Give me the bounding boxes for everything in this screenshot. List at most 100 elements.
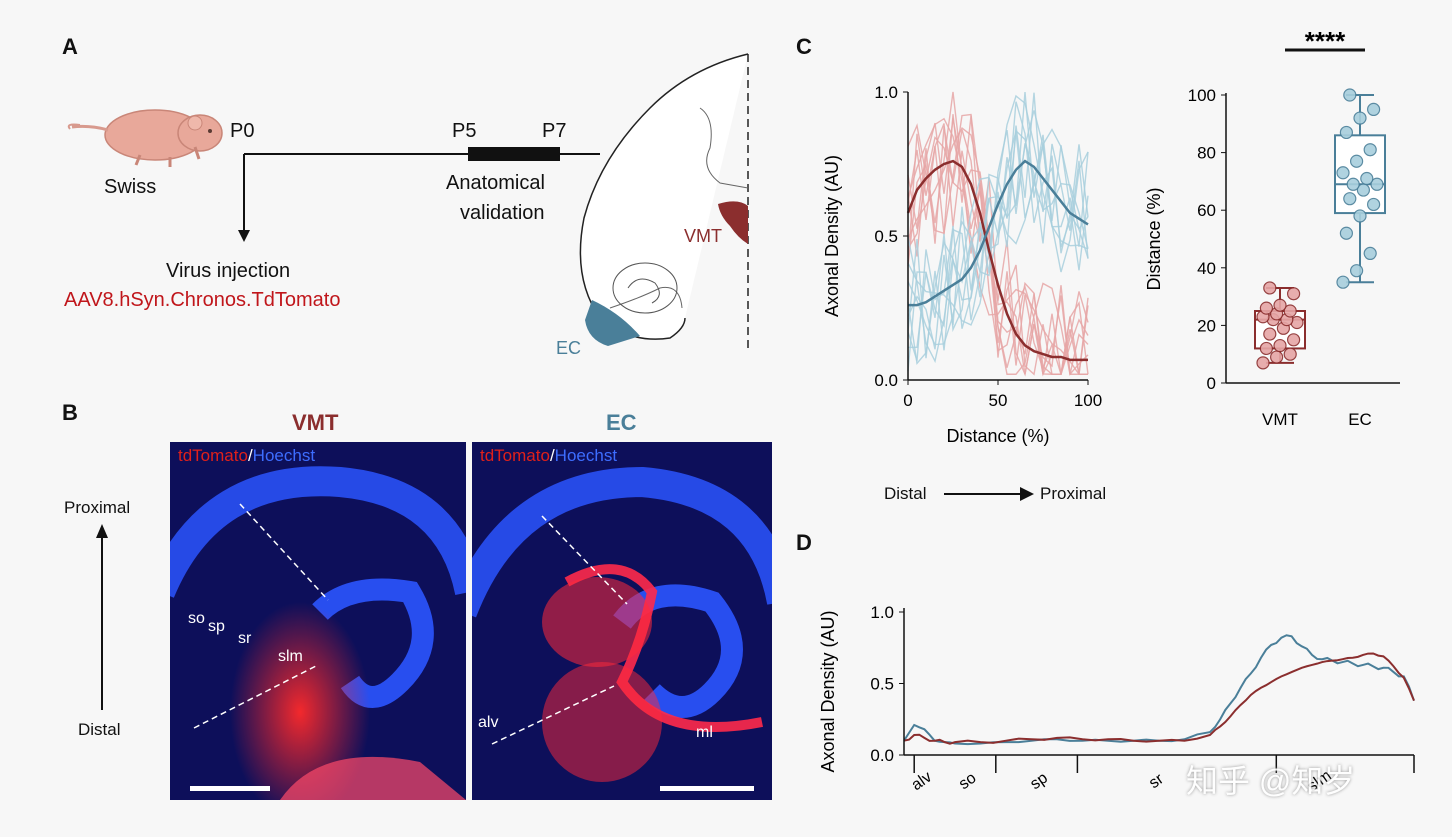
profile-line-0 [903,634,1415,746]
ec-stain-label: tdTomato/Hoechst [480,446,618,465]
data-point [1367,102,1381,117]
data-point [1343,192,1357,206]
data-point [1350,154,1364,168]
data-point [1256,356,1270,370]
data-point [1273,298,1287,312]
y-axis-title: Axonal Density (AU) [818,610,838,772]
panel-letter-b: B [62,400,78,425]
data-point [1259,341,1273,356]
ec-micrograph: tdTomato/Hoechst alv ml [472,442,772,800]
data-point [1283,304,1297,318]
watermark: 知乎 @知岁 [1186,763,1356,799]
sr-label: sr [238,630,252,647]
data-point [1259,301,1273,315]
trace-line-1-6 [907,129,1089,364]
brain-section-diagram [579,53,749,348]
data-point [1339,125,1353,140]
distance-box-plot: VMT EC 0 20 40 60 80 100 Distance (%) **** [1144,26,1400,429]
panel-letter-d: D [796,530,812,555]
trace-line-0-5 [907,126,1088,375]
data-point [1336,275,1350,289]
y-tick-label: 0.5 [870,675,894,694]
layer-label: sp [1027,769,1051,793]
trace-line-1-8 [907,101,1089,349]
category-label: VMT [1262,410,1298,429]
p5-label: P5 [452,120,477,142]
data-point [1350,264,1364,278]
data-point [1353,209,1367,223]
distal-proximal-arrow [944,487,1034,501]
vmt-stain-label: tdTomato/Hoechst [178,446,316,465]
p7-label: P7 [542,120,567,142]
panel-letter-a: A [62,34,78,59]
y-tick-label: 60 [1197,201,1216,220]
data-point [1370,177,1384,191]
proximal-label: Proximal [64,498,131,517]
data-point [1270,350,1284,364]
y-tick-label: 0.0 [870,746,894,765]
y-tick-label: 0 [1207,374,1216,393]
timeline-diagram [238,147,600,242]
validation-line2: validation [460,202,545,224]
y-tick-label: 80 [1197,144,1216,163]
proximal-arrow [96,524,108,710]
x-tick-label: 100 [1074,391,1102,410]
y-axis-title: Distance (%) [1144,187,1164,290]
ml-label: ml [696,724,713,741]
mouse-pup-icon [67,109,223,167]
trace-line-1-4 [907,132,1089,372]
layer-label: sr [1146,770,1167,792]
ec-scale-bar [660,786,754,791]
ec-region-label: EC [556,338,582,358]
distal-label: Distal [78,720,121,739]
data-point [1287,287,1301,301]
profile-line-1 [903,652,1415,745]
p0-label: P0 [230,120,255,142]
axonal-density-line-chart: 0.0 0.5 1.0 0 50 100 Distance (%) Axonal Densit… [822,83,1102,446]
virus-label: AAV8.hSyn.Chronos.TdTomato [64,289,341,311]
so-label: so [188,610,205,627]
x-axis-title: Distance (%) [946,426,1049,446]
distal-axis-label: Distal [884,484,927,503]
layer-label: so [956,769,980,793]
y-tick-label: 0.0 [874,371,898,390]
proximal-axis-label: Proximal [1040,484,1107,503]
data-point [1346,177,1360,191]
data-point [1287,333,1301,347]
y-tick-label: 1.0 [874,83,898,102]
significance-label: **** [1305,26,1346,56]
trace-line-1-1 [907,110,1089,365]
data-point [1367,197,1381,212]
data-point [1336,166,1350,180]
sp-label: sp [208,618,225,635]
trace-line-0-2 [907,117,1088,375]
injection-label: Virus injection [166,260,291,282]
vmt-image-title: VMT [292,410,339,435]
vmt-scale-bar [190,786,270,791]
y-tick-label: 20 [1197,316,1216,335]
slm-label: slm [278,648,303,665]
panel-letter-c: C [796,34,812,59]
x-tick-label: 50 [989,391,1008,410]
x-tick-label: 0 [903,391,912,410]
alv-label: alv [478,714,499,731]
category-label: EC [1348,410,1372,429]
data-point [1273,338,1287,353]
data-point [1263,281,1277,295]
y-tick-label: 1.0 [870,603,894,622]
y-tick-label: 40 [1197,259,1216,278]
layer-label: alv [909,768,936,794]
y-tick-label: 0.5 [874,227,898,246]
strain-label: Swiss [104,176,157,198]
data-point [1363,143,1377,157]
mean-line-0 [906,159,1088,362]
y-axis-title: Axonal Density (AU) [822,155,842,317]
data-point [1339,226,1353,240]
data-point [1353,111,1367,125]
trace-line-0-8 [907,91,1089,376]
vmt-region-label: VMT [684,226,722,246]
y-tick-label: 100 [1188,86,1216,105]
data-point [1263,327,1277,341]
data-point [1343,88,1357,102]
